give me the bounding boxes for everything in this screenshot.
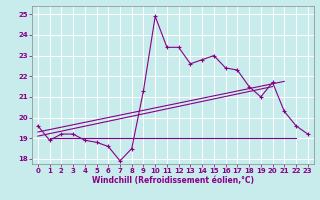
- X-axis label: Windchill (Refroidissement éolien,°C): Windchill (Refroidissement éolien,°C): [92, 176, 254, 185]
